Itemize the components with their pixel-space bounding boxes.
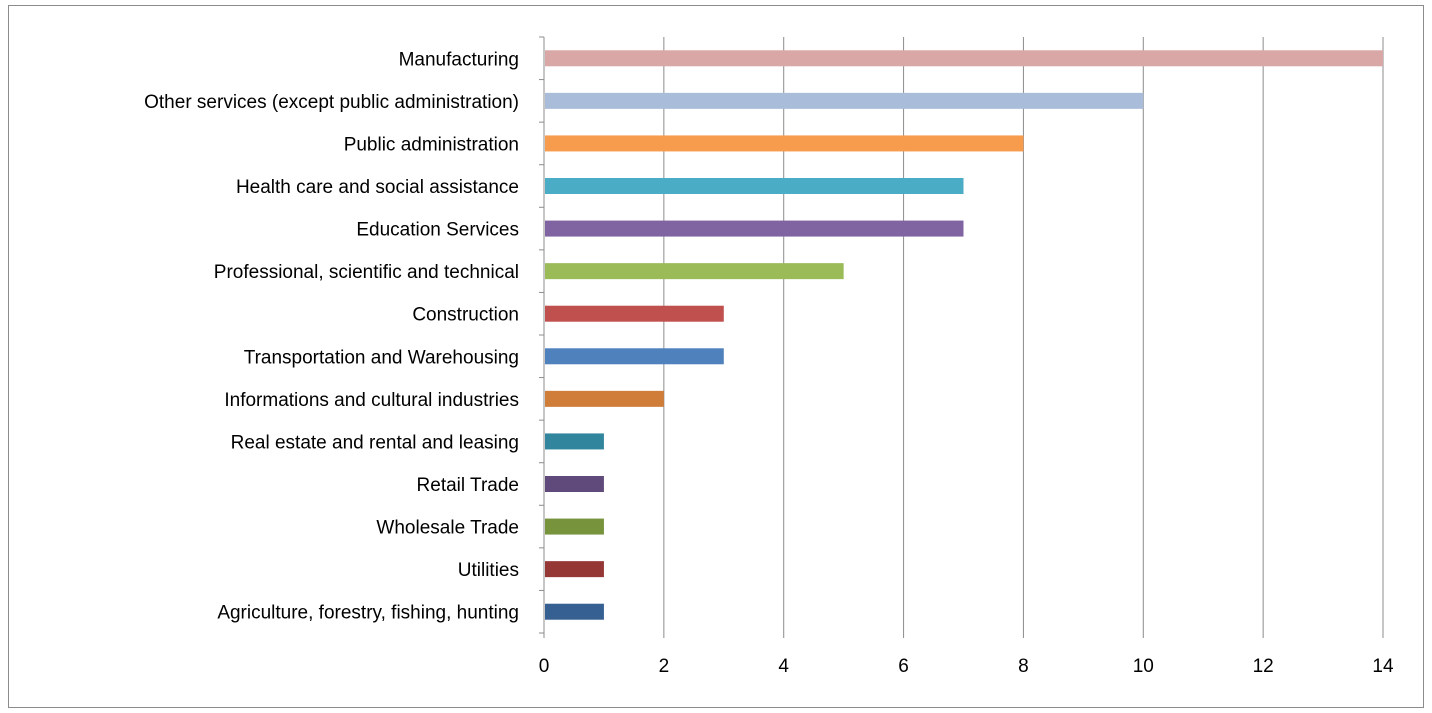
category-label: Agriculture, forestry, fishing, hunting — [217, 603, 519, 624]
gridlines — [663, 37, 1384, 633]
axes — [539, 36, 1384, 638]
bar[interactable] — [545, 518, 604, 535]
category-label: Public administration — [344, 134, 519, 155]
x-tick-label: 10 — [1133, 656, 1154, 677]
bar[interactable] — [545, 50, 1383, 67]
x-tick-label: 8 — [1018, 656, 1029, 677]
category-label: Utilities — [458, 560, 519, 581]
category-label: Wholesale Trade — [376, 518, 519, 539]
x-tick-label: 14 — [1372, 656, 1394, 677]
bar[interactable] — [545, 433, 604, 450]
x-tick-labels: 0 2 4 6 8 10 12 14 — [539, 656, 1394, 677]
x-tick-label: 6 — [898, 656, 909, 677]
bar[interactable] — [545, 603, 604, 620]
category-label: Retail Trade — [417, 475, 519, 496]
bar[interactable] — [545, 220, 964, 237]
bar[interactable] — [545, 263, 844, 280]
bar[interactable] — [545, 476, 604, 492]
x-tick-label: 2 — [659, 656, 670, 677]
category-label: Education Services — [356, 220, 519, 241]
category-label: Informations and cultural industries — [224, 390, 519, 411]
bar[interactable] — [545, 305, 724, 322]
category-label: Health care and social assistance — [236, 177, 519, 198]
category-label: Professional, scientific and technical — [214, 262, 519, 283]
x-tick-label: 12 — [1253, 656, 1274, 677]
category-labels: Manufacturing Other services (except publ… — [144, 49, 519, 623]
bar[interactable] — [545, 561, 604, 578]
category-label: Real estate and rental and leasing — [231, 432, 519, 453]
bars — [545, 50, 1383, 620]
bar[interactable] — [545, 135, 1024, 152]
category-label: Transportation and Warehousing — [244, 347, 519, 368]
bar[interactable] — [545, 178, 964, 194]
x-tick-label: 0 — [539, 656, 550, 677]
bar[interactable] — [545, 92, 1144, 109]
category-label: Other services (except public administra… — [144, 92, 519, 113]
category-label: Manufacturing — [399, 49, 519, 70]
bar[interactable] — [545, 348, 724, 365]
category-label: Construction — [412, 305, 519, 326]
bar[interactable] — [545, 390, 664, 407]
x-tick-label: 4 — [778, 656, 789, 677]
